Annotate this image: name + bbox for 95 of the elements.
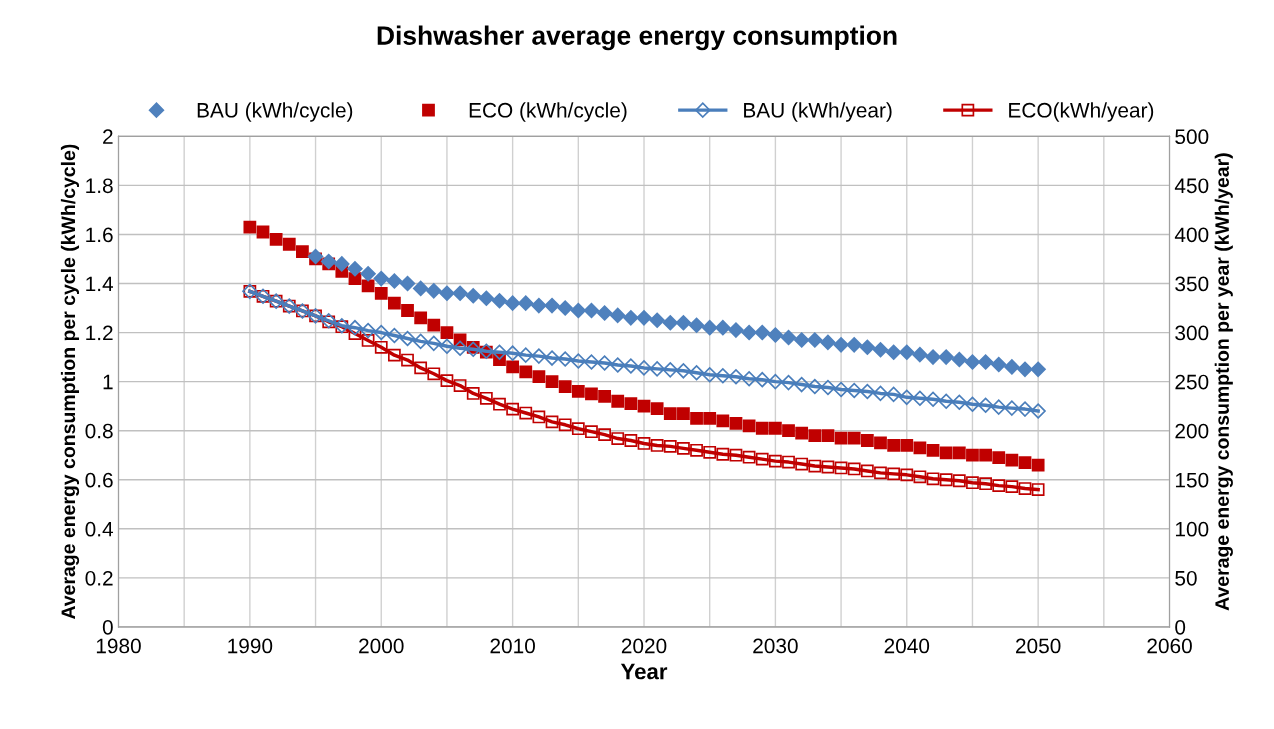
point bbox=[741, 324, 757, 341]
point bbox=[478, 290, 495, 306]
y2-tick-label: 150 bbox=[1175, 472, 1209, 488]
y-tick-label: 0.4 bbox=[85, 521, 114, 537]
x-tick-label: 1980 bbox=[96, 638, 141, 654]
point bbox=[767, 327, 784, 343]
y2-tick-label: 250 bbox=[1175, 374, 1209, 390]
legend-label: ECO(kWh/year) bbox=[1009, 102, 1154, 122]
point bbox=[859, 339, 876, 355]
y-tick-label: 0.6 bbox=[85, 472, 113, 488]
y2-tick-label: 350 bbox=[1175, 276, 1209, 292]
point bbox=[596, 305, 613, 321]
point bbox=[307, 248, 324, 265]
point bbox=[701, 319, 718, 336]
point bbox=[977, 354, 994, 370]
point bbox=[912, 346, 928, 363]
point bbox=[439, 285, 455, 302]
point bbox=[518, 295, 534, 311]
point bbox=[675, 315, 692, 331]
y-tick-label: 0.8 bbox=[85, 423, 113, 439]
y2-tick-label: 500 bbox=[1175, 129, 1209, 145]
y2-tick-label: 50 bbox=[1175, 570, 1197, 586]
y-tick-label: 2 bbox=[103, 129, 113, 144]
point bbox=[715, 319, 731, 336]
point bbox=[1030, 361, 1046, 378]
point bbox=[452, 285, 468, 302]
y-tick-label: 1.4 bbox=[86, 276, 114, 292]
y-tick-label: 1.2 bbox=[86, 325, 113, 341]
y-tick-label: 1 bbox=[103, 374, 113, 390]
point bbox=[583, 302, 600, 319]
point bbox=[662, 315, 678, 331]
point bbox=[426, 283, 442, 299]
x-tick-label: 2000 bbox=[359, 638, 404, 654]
point bbox=[1017, 361, 1033, 378]
point bbox=[728, 322, 744, 338]
y-tick-label: 0 bbox=[102, 619, 113, 635]
y-tick-label: 0.2 bbox=[85, 570, 113, 586]
point bbox=[570, 302, 587, 319]
y2-axis-title: Average energy consumption per year (kWh/year) bbox=[1214, 153, 1233, 611]
x-tick-label: 2040 bbox=[884, 638, 930, 654]
point bbox=[964, 354, 981, 370]
point bbox=[780, 329, 797, 346]
point bbox=[491, 292, 508, 309]
point bbox=[820, 334, 836, 351]
point bbox=[688, 317, 705, 333]
y2-tick-label: 300 bbox=[1175, 325, 1209, 341]
x-tick-label: 2060 bbox=[1147, 638, 1192, 654]
x-tick-label: 2020 bbox=[621, 638, 667, 654]
y-tick-label: 1.8 bbox=[86, 178, 113, 194]
point bbox=[610, 307, 626, 324]
point bbox=[399, 275, 416, 292]
y2-tick-label: 0 bbox=[1175, 619, 1186, 635]
y2-tick-label: 400 bbox=[1174, 227, 1209, 243]
y-tick-label: 1.6 bbox=[86, 227, 113, 243]
x-tick-label: 2010 bbox=[490, 638, 535, 654]
point bbox=[412, 280, 429, 297]
x-tick-label: 2050 bbox=[1016, 638, 1061, 654]
point bbox=[360, 265, 376, 282]
point bbox=[504, 295, 521, 311]
point bbox=[951, 351, 968, 368]
point bbox=[925, 349, 941, 365]
point bbox=[623, 310, 639, 326]
point bbox=[386, 273, 403, 289]
point bbox=[373, 270, 389, 287]
legend-label: BAU (kWh/cycle) bbox=[197, 102, 353, 122]
point bbox=[649, 312, 665, 329]
point bbox=[872, 342, 889, 358]
y2-tick-label: 450 bbox=[1174, 178, 1209, 194]
y-axis-title: Average energy consumption per cycle (kWh/cycle) bbox=[60, 144, 80, 620]
x-tick-label: 1990 bbox=[228, 638, 273, 654]
point bbox=[544, 297, 560, 314]
point bbox=[334, 256, 350, 272]
point bbox=[938, 349, 954, 365]
point bbox=[320, 253, 337, 270]
legend-label: ECO (kWh/cycle) bbox=[469, 102, 627, 122]
x-tick-label: 2030 bbox=[753, 638, 798, 654]
point bbox=[531, 297, 547, 314]
chart-title: Dishwasher average energy consumption bbox=[377, 25, 897, 51]
point bbox=[754, 324, 770, 341]
point bbox=[807, 332, 823, 348]
y2-tick-label: 100 bbox=[1175, 521, 1209, 537]
legend-label: BAU (kWh/year) bbox=[744, 102, 892, 122]
point bbox=[793, 332, 810, 348]
point bbox=[1004, 359, 1020, 375]
point bbox=[636, 310, 652, 326]
point bbox=[991, 356, 1007, 373]
point bbox=[899, 344, 915, 360]
point bbox=[347, 261, 363, 277]
x-axis-title: Year bbox=[620, 663, 668, 680]
point bbox=[557, 300, 573, 316]
point bbox=[465, 288, 481, 304]
y2-tick-label: 200 bbox=[1175, 423, 1209, 439]
point bbox=[833, 337, 849, 353]
point bbox=[846, 337, 862, 353]
point bbox=[885, 344, 902, 360]
